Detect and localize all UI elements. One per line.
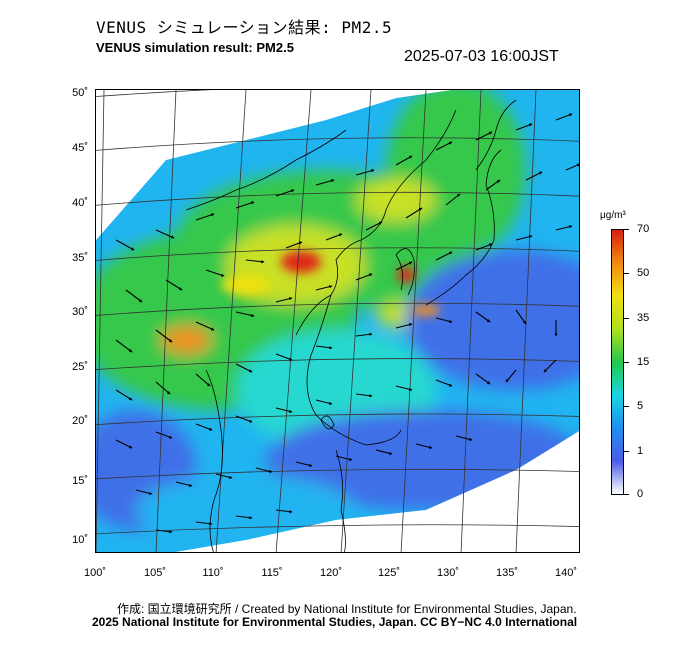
lon-label-140: 140˚ [554, 567, 578, 579]
colorbar-tickmark [624, 318, 629, 319]
colorbar-tick-70: 70 [637, 223, 650, 235]
colorbar-tickmark [624, 451, 629, 452]
colorbar-tickmark [624, 362, 629, 363]
lon-label-125: 125˚ [377, 567, 401, 579]
lon-label-115: 115˚ [261, 567, 283, 579]
colorbar [611, 229, 624, 495]
forecast-timestamp: 2025-07-03 16:00JST [404, 48, 559, 65]
lat-label-40: 40˚ [72, 197, 88, 209]
wind-vectors [115, 113, 579, 534]
lat-label-20: 20˚ [72, 415, 88, 427]
lon-label-100: 100˚ [83, 567, 107, 579]
lon-label-135: 135˚ [495, 567, 519, 579]
lat-label-25: 25˚ [72, 361, 88, 373]
colorbar-tick-50: 50 [637, 267, 650, 279]
colorbar-tick-15: 15 [637, 356, 650, 368]
coastlines [185, 99, 517, 552]
colorbar-tickmark [624, 229, 629, 230]
lon-label-130: 130˚ [436, 567, 460, 579]
colorbar-tickmark [624, 273, 629, 274]
license-line: 2025 National Institute for Environmenta… [92, 615, 578, 629]
lat-label-35: 35˚ [72, 252, 88, 264]
map-title-japanese: VENUS シミュレーション結果: PM2.5 [96, 18, 393, 37]
lon-label-105: 105˚ [143, 567, 167, 579]
outside-domain-bottom [176, 431, 579, 552]
lat-label-10: 10˚ [72, 534, 88, 546]
lat-label-30: 30˚ [72, 306, 88, 318]
colorbar-tick-1: 1 [637, 445, 644, 457]
lat-label-45: 45˚ [72, 142, 88, 154]
colorbar-unit: μg/m³ [600, 210, 626, 221]
credit-line: 作成: 国立環境研究所 / Created by National Instit… [117, 602, 577, 616]
lon-label-120: 120˚ [319, 567, 343, 579]
lon-label-110: 110˚ [202, 567, 224, 579]
pm25-map [95, 89, 580, 553]
colorbar-tick-35: 35 [637, 312, 650, 324]
outside-domain-top [96, 90, 579, 240]
colorbar-tickmark [624, 494, 629, 495]
colorbar-tickmark [624, 406, 629, 407]
pm25-map-svg [96, 90, 579, 552]
map-title-english: VENUS simulation result: PM2.5 [96, 40, 294, 55]
pm25-concentration-field [96, 90, 579, 552]
lat-label-50: 50˚ [72, 87, 88, 99]
colorbar-tick-0: 0 [637, 488, 644, 500]
lat-label-15: 15˚ [72, 475, 88, 487]
colorbar-tick-5: 5 [637, 400, 644, 412]
